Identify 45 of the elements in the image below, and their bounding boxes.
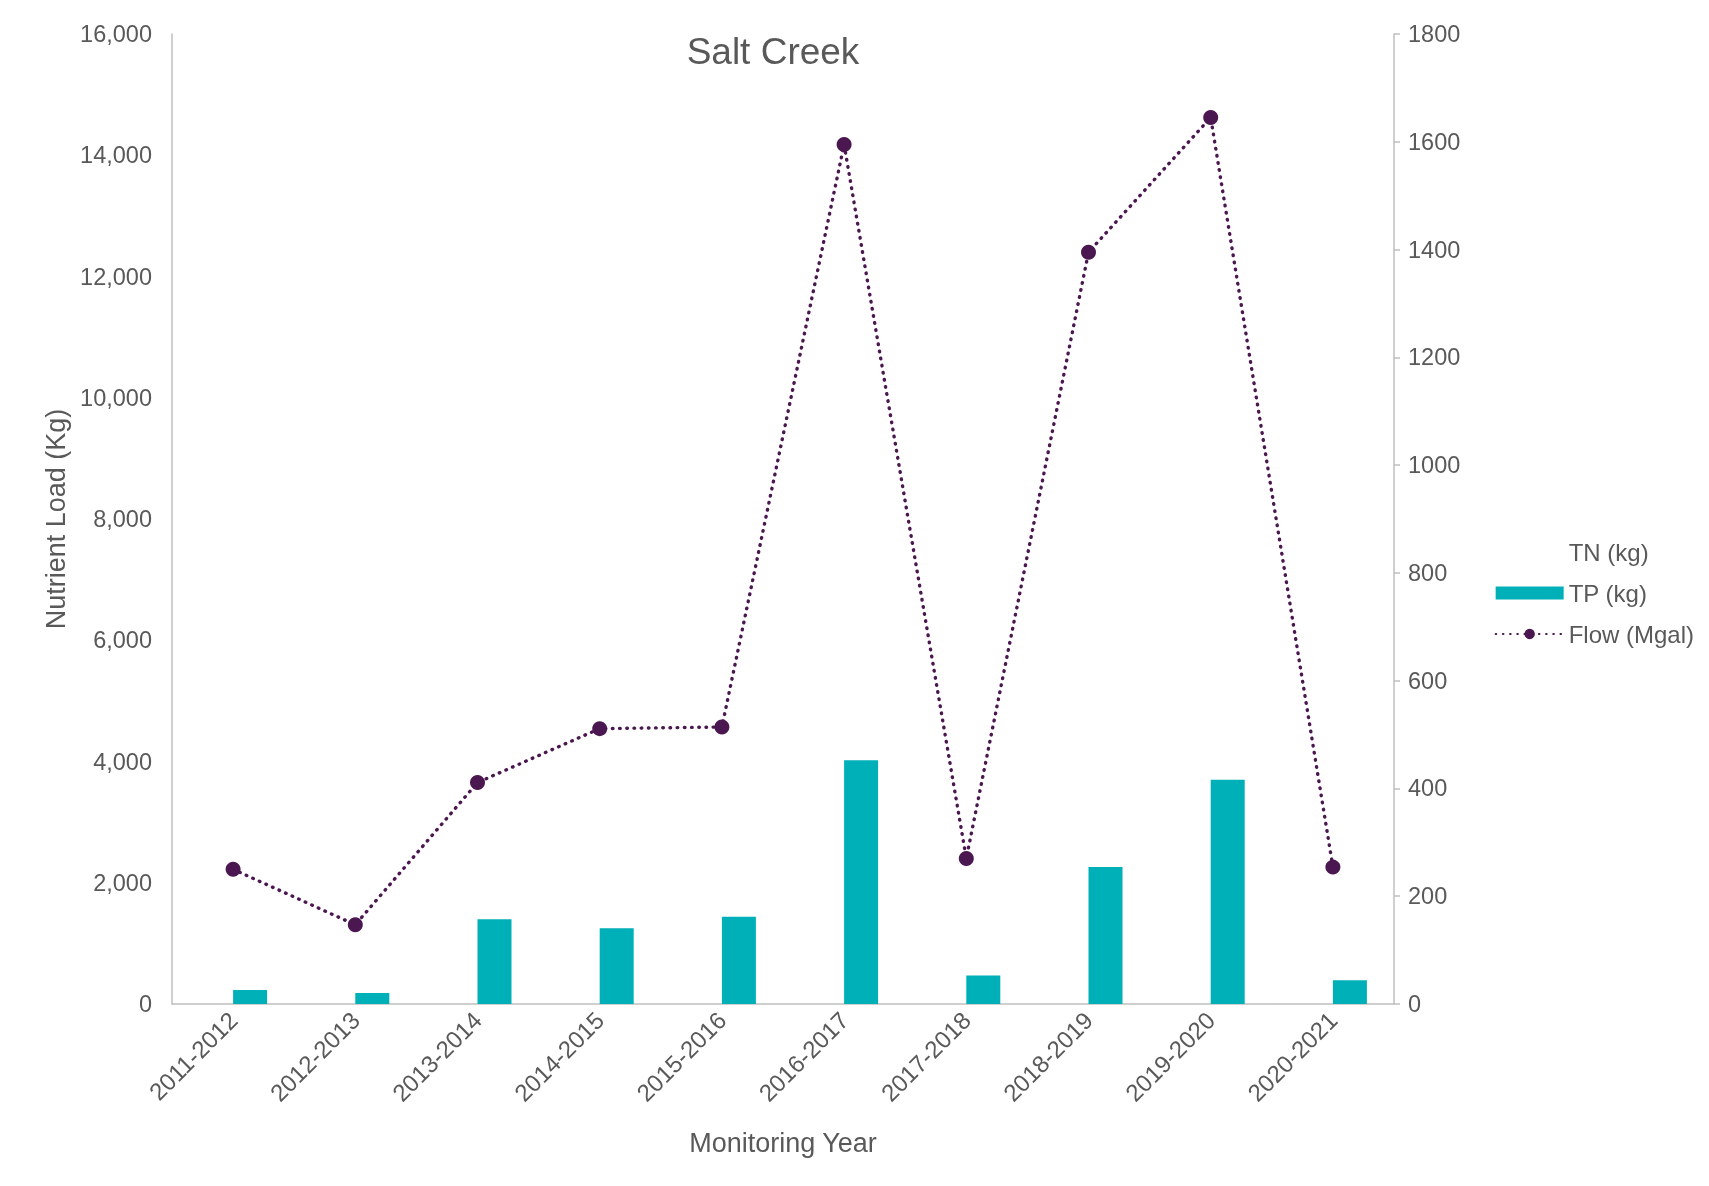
bar bbox=[477, 919, 512, 1004]
point bbox=[470, 775, 485, 791]
y2-tick-label: 1800 bbox=[1408, 21, 1461, 47]
bar bbox=[1088, 866, 1123, 1004]
bar bbox=[1210, 779, 1245, 1004]
y-tick-label: 0 bbox=[138, 991, 152, 1017]
y-tick-label: 14,000 bbox=[80, 142, 152, 169]
bar bbox=[355, 993, 390, 1004]
y-tick-label: 12,000 bbox=[80, 263, 152, 290]
y-tick-label: 10,000 bbox=[80, 384, 152, 411]
legend-label: Flow (Mgal) bbox=[1568, 620, 1694, 648]
y-tick-label: 8,000 bbox=[93, 506, 152, 532]
y2-tick-label: 400 bbox=[1408, 775, 1448, 802]
y-tick-label: 6,000 bbox=[93, 627, 152, 654]
point bbox=[592, 721, 608, 737]
y2-tick-label: 1200 bbox=[1408, 344, 1461, 371]
y2-tick-label: 200 bbox=[1408, 883, 1448, 910]
y2-tick-label: 1600 bbox=[1408, 128, 1461, 155]
y2-tick-label: 1400 bbox=[1408, 236, 1461, 263]
point bbox=[714, 719, 730, 735]
bar bbox=[1332, 980, 1367, 1004]
y-tick-label: 4,000 bbox=[93, 748, 152, 775]
y2-tick-label: 800 bbox=[1408, 559, 1448, 586]
legend-label: TP (kg) bbox=[1568, 579, 1647, 607]
y2-tick-label: 1000 bbox=[1408, 452, 1461, 479]
point bbox=[958, 851, 974, 866]
x-axis-title: Monitoring Year bbox=[689, 1127, 877, 1158]
point bbox=[225, 861, 241, 877]
point bbox=[1325, 859, 1341, 875]
point bbox=[347, 917, 363, 933]
bar bbox=[966, 975, 1001, 1004]
bar bbox=[599, 928, 634, 1004]
chart-title: Salt Creek bbox=[686, 31, 860, 72]
text: TN (kg) bbox=[1568, 538, 1649, 566]
y-axis-title: Nutrient Load (Kg) bbox=[40, 408, 71, 630]
bar bbox=[721, 916, 756, 1004]
y-tick-label: 16,000 bbox=[80, 21, 152, 47]
y-tick-label: 2,000 bbox=[93, 869, 152, 896]
point bbox=[1203, 110, 1219, 126]
point bbox=[1081, 244, 1096, 260]
bar bbox=[844, 760, 879, 1004]
bar bbox=[233, 990, 268, 1004]
point bbox=[836, 136, 852, 152]
y2-tick-label: 600 bbox=[1408, 667, 1448, 694]
y2-tick-label: 0 bbox=[1408, 991, 1422, 1017]
